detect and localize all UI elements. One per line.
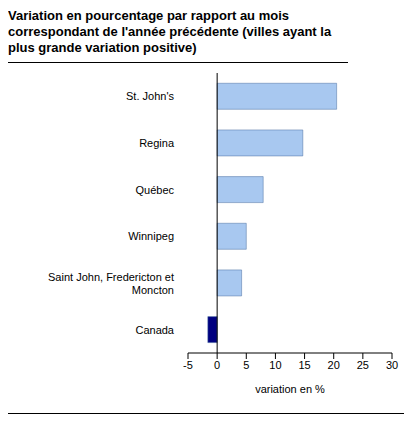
svg-text:Regina: Regina xyxy=(139,137,175,149)
svg-text:30: 30 xyxy=(386,359,398,371)
svg-text:5: 5 xyxy=(243,359,249,371)
svg-text:Canada: Canada xyxy=(135,324,174,336)
svg-text:20: 20 xyxy=(328,359,340,371)
svg-text:St. John's: St. John's xyxy=(126,90,174,102)
svg-text:10: 10 xyxy=(269,359,281,371)
svg-text:Winnipeg: Winnipeg xyxy=(128,230,174,242)
svg-text:0: 0 xyxy=(214,359,220,371)
svg-text:Moncton: Moncton xyxy=(132,284,174,296)
svg-text:15: 15 xyxy=(298,359,310,371)
svg-text:variation en %: variation en % xyxy=(255,383,325,395)
svg-text:-5: -5 xyxy=(183,359,193,371)
svg-text:Québec: Québec xyxy=(135,184,174,196)
svg-text:25: 25 xyxy=(357,359,369,371)
svg-text:Saint John, Fredericton et: Saint John, Fredericton et xyxy=(48,271,174,283)
html-text:Variation en pourcentage par r: Variation en pourcentage par rapport au … xyxy=(8,8,332,55)
